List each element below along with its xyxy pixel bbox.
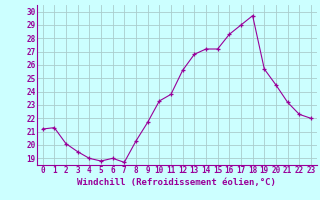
X-axis label: Windchill (Refroidissement éolien,°C): Windchill (Refroidissement éolien,°C) [77,178,276,187]
